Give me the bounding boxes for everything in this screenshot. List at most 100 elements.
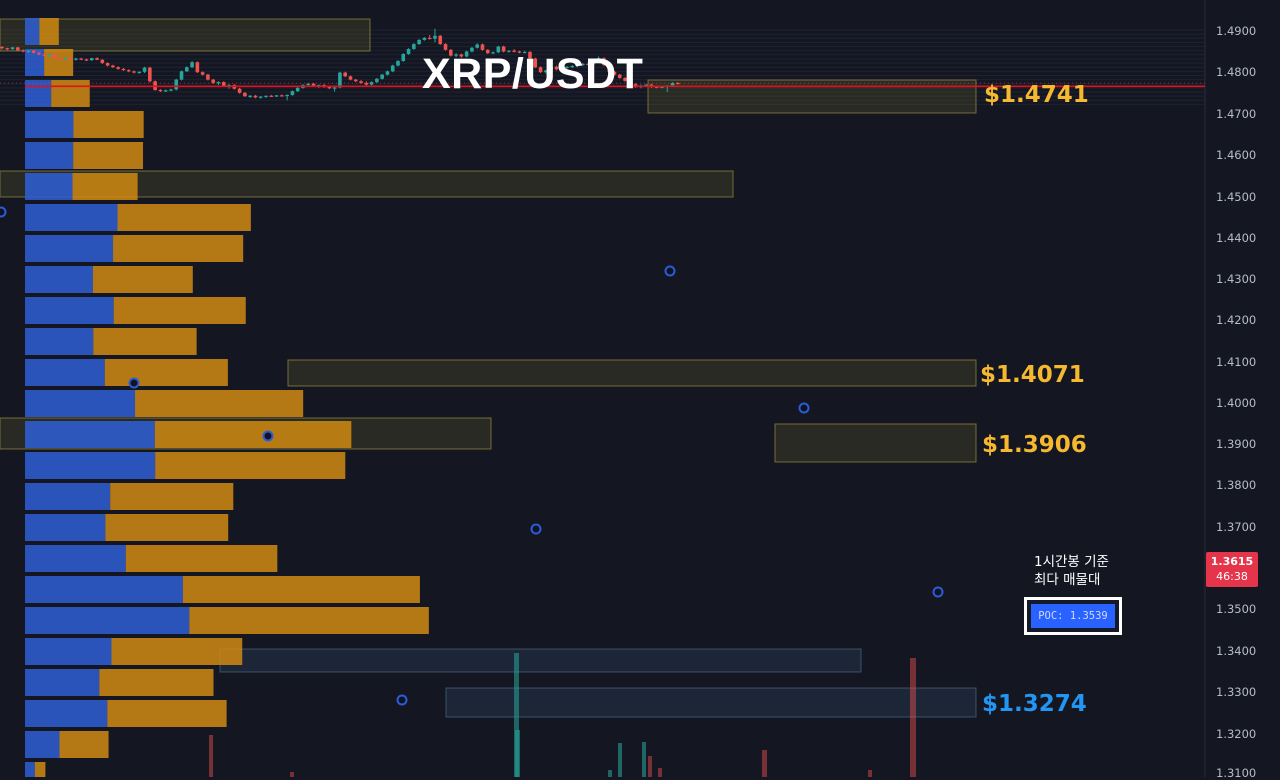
candle-body	[380, 74, 384, 79]
volume-bar	[618, 743, 622, 777]
volume-profile	[25, 18, 429, 777]
candle-body	[21, 50, 25, 52]
volume-bar	[910, 658, 916, 777]
volume-profile-sell	[72, 173, 138, 200]
volume-profile-buy	[25, 545, 126, 572]
candle-body	[470, 47, 474, 52]
volume-bars	[209, 653, 916, 777]
volume-profile-sell	[125, 545, 278, 572]
y-tick: 1.4400	[1216, 231, 1257, 245]
pivot-marker	[798, 402, 810, 414]
candle-body	[554, 66, 559, 70]
volume-bar	[514, 653, 519, 777]
level-label-3: $1.3906	[982, 432, 1087, 458]
candle-body	[348, 76, 353, 80]
poc-label: POC: 1.3539	[1031, 604, 1115, 628]
candle-body	[290, 91, 295, 95]
volume-profile-buy	[25, 514, 106, 541]
candle-body	[602, 58, 606, 66]
poc-note-line1: 1시간봉 기준	[1034, 554, 1109, 570]
candle-body	[454, 54, 458, 56]
candle-body	[16, 47, 20, 51]
y-tick: 1.4100	[1216, 355, 1257, 369]
volume-profile-sell	[34, 762, 46, 777]
volume-profile-sell	[93, 328, 197, 355]
candle-body	[676, 82, 680, 85]
volume-profile-sell	[189, 607, 429, 634]
volume-profile-buy	[25, 111, 74, 138]
volume-profile-buy	[25, 266, 93, 293]
y-tick: 1.4500	[1216, 190, 1257, 204]
volume-profile-sell	[44, 49, 74, 76]
candle-body	[306, 83, 311, 85]
candle-body	[0, 46, 4, 49]
candle-body	[95, 58, 99, 60]
volume-profile-buy	[25, 669, 100, 696]
candle-body	[496, 46, 501, 53]
candle-body	[475, 44, 479, 48]
volume-profile-sell	[39, 18, 59, 45]
volume-profile-sell	[110, 483, 234, 510]
candle-body	[359, 81, 363, 83]
y-tick: 1.4600	[1216, 148, 1257, 162]
volume-bar	[658, 768, 662, 777]
candle-body	[68, 58, 73, 60]
candle-body	[401, 53, 406, 62]
candle-body	[654, 86, 659, 88]
pivot-marker	[530, 523, 542, 535]
candle-body	[375, 78, 379, 83]
pivot-marker	[396, 694, 408, 706]
candle-body	[53, 54, 57, 58]
candle-body	[42, 54, 47, 56]
candle-body	[591, 60, 596, 65]
volume-profile-buy	[25, 18, 40, 45]
candle-body	[74, 58, 78, 60]
candle-body	[443, 44, 448, 50]
volume-profile-buy	[25, 235, 114, 262]
candle-body	[406, 49, 411, 54]
candle-body	[31, 50, 36, 53]
candle-body	[364, 82, 369, 85]
poc-note-line2: 최다 매물대	[1034, 572, 1101, 588]
pivot-marker	[932, 586, 944, 598]
candle-body	[343, 72, 347, 77]
candle-body	[565, 66, 569, 69]
candle-body	[417, 39, 421, 45]
volume-bar	[648, 756, 652, 777]
candle-body	[522, 51, 527, 54]
volume-bar	[608, 770, 612, 777]
candle-body	[163, 90, 168, 92]
candle-body	[121, 68, 126, 71]
candle-body	[501, 46, 506, 52]
candle-body	[338, 72, 342, 88]
volume-profile-buy	[25, 638, 112, 665]
candle-body	[623, 77, 627, 81]
candle-body	[237, 88, 242, 93]
chart-title: XRP/USDT	[422, 50, 644, 98]
candle-body	[243, 92, 247, 97]
candle-body	[480, 44, 485, 50]
candle-body	[459, 54, 464, 57]
candle-body	[216, 82, 221, 84]
volume-profile-sell	[105, 514, 229, 541]
pivot-marker	[664, 265, 676, 277]
volume-bar	[290, 772, 294, 777]
y-tick: 1.3300	[1216, 685, 1257, 699]
volume-bar	[762, 750, 767, 777]
candle-body	[253, 95, 258, 98]
y-tick: 1.3700	[1216, 520, 1257, 534]
volume-profile-buy	[25, 731, 60, 758]
candle-body	[549, 66, 553, 71]
volume-profile-sell	[182, 576, 420, 603]
candle-body	[427, 37, 432, 40]
volume-profile-sell	[59, 731, 109, 758]
volume-profile-sell	[155, 452, 346, 479]
candle-body	[311, 83, 316, 86]
pivot-marker	[262, 430, 274, 442]
candle-body	[660, 86, 664, 88]
candle-body	[10, 47, 15, 50]
candle-body	[169, 89, 173, 91]
volume-profile-sell	[113, 297, 246, 324]
